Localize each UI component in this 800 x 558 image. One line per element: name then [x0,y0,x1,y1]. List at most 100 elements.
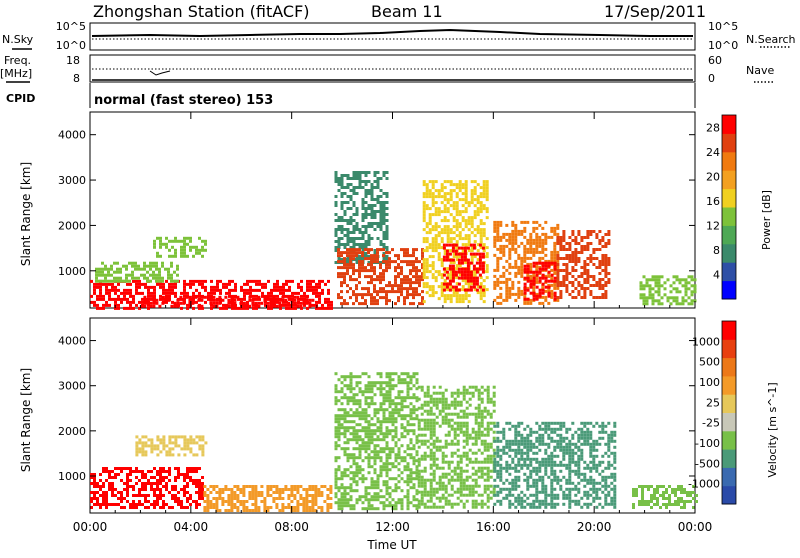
power-cell [125,277,128,280]
power-cell [673,287,676,290]
power-cell [260,302,263,305]
power-cell [550,296,553,299]
power-cell [264,286,267,289]
power-cell [306,286,309,289]
power-cell [159,255,162,258]
velocity-cell [493,488,496,491]
power-cell [218,296,221,299]
velocity-cell [201,497,204,500]
velocity-cell [389,396,392,399]
power-cell [655,278,658,281]
velocity-cell [162,485,165,488]
power-cell [523,254,526,257]
velocity-cell [439,392,442,395]
power-cell [105,283,108,286]
velocity-cell [475,479,478,482]
velocity-cell [248,491,251,494]
power-cell [592,275,595,278]
velocity-cell [520,497,523,500]
velocity-cell [460,500,463,503]
velocity-cell [344,414,347,417]
power-cell [406,275,409,278]
power-cell [355,284,358,287]
power-cell [435,180,438,183]
power-cell [149,305,152,308]
power-cell [370,269,373,272]
power-cell [476,283,479,286]
power-cell [452,259,455,262]
power-cell [102,283,105,286]
power-cell [101,268,104,271]
power-cell [533,295,536,298]
power-cell [371,213,374,216]
power-cell [279,286,282,289]
velocity-cell [448,407,451,410]
velocity-cell [374,459,377,462]
power-cell [219,292,222,295]
velocity-cell [344,504,347,507]
power-cell [679,290,682,293]
power-cell [574,278,577,281]
power-cell [473,280,476,283]
power-cell [432,246,435,249]
velocity-cell [526,479,529,482]
power-cell [406,248,409,251]
velocity-cell [230,491,233,494]
velocity-cell [436,407,439,410]
power-cell [476,262,479,265]
velocity-cell [350,426,353,429]
velocity-cell [329,497,332,500]
power-cell [365,225,368,228]
power-cell [309,286,312,289]
velocity-cell [451,425,454,428]
velocity-cell [386,417,389,420]
power-cell [233,302,236,305]
velocity-cell [496,491,499,494]
velocity-cell [487,446,490,449]
power-cell [435,222,438,225]
velocity-cell [430,449,433,452]
velocity-cell [371,507,374,510]
power-cell [180,252,183,255]
velocity-cell [395,453,398,456]
velocity-cell [508,443,511,446]
power-cell [146,277,149,280]
velocity-cell [362,477,365,480]
power-cell [380,189,383,192]
power-cell [658,287,661,290]
velocity-cell [114,476,117,479]
power-cell [335,234,338,237]
velocity-cell [347,426,350,429]
velocity-cell [230,503,233,506]
velocity-cell [371,486,374,489]
velocity-cell [520,443,523,446]
power-cell [376,251,379,254]
power-cell [604,269,607,272]
velocity-cell [287,494,290,497]
power-cell [95,274,98,277]
power-cell [201,240,204,243]
velocity-cell [111,503,114,506]
velocity-cell [353,474,356,477]
velocity-cell [269,485,272,488]
velocity-cell [356,480,359,483]
velocity-cell [457,395,460,398]
velocity-cell [430,464,433,467]
power-cell [554,277,557,280]
velocity-cell [195,482,198,485]
velocity-cell [478,395,481,398]
power-cell [373,269,376,272]
velocity-cell [427,479,430,482]
velocity-cell [341,495,344,498]
velocity-cell [198,497,201,500]
velocity-cell [341,402,344,405]
power-cell [477,210,480,213]
power-cell [554,292,557,295]
velocity-cell [314,485,317,488]
power-cell [496,227,499,230]
velocity-cell [365,399,368,402]
velocity-cell [359,402,362,405]
power-cell [476,277,479,280]
power-cell [508,254,511,257]
velocity-cell [532,479,535,482]
